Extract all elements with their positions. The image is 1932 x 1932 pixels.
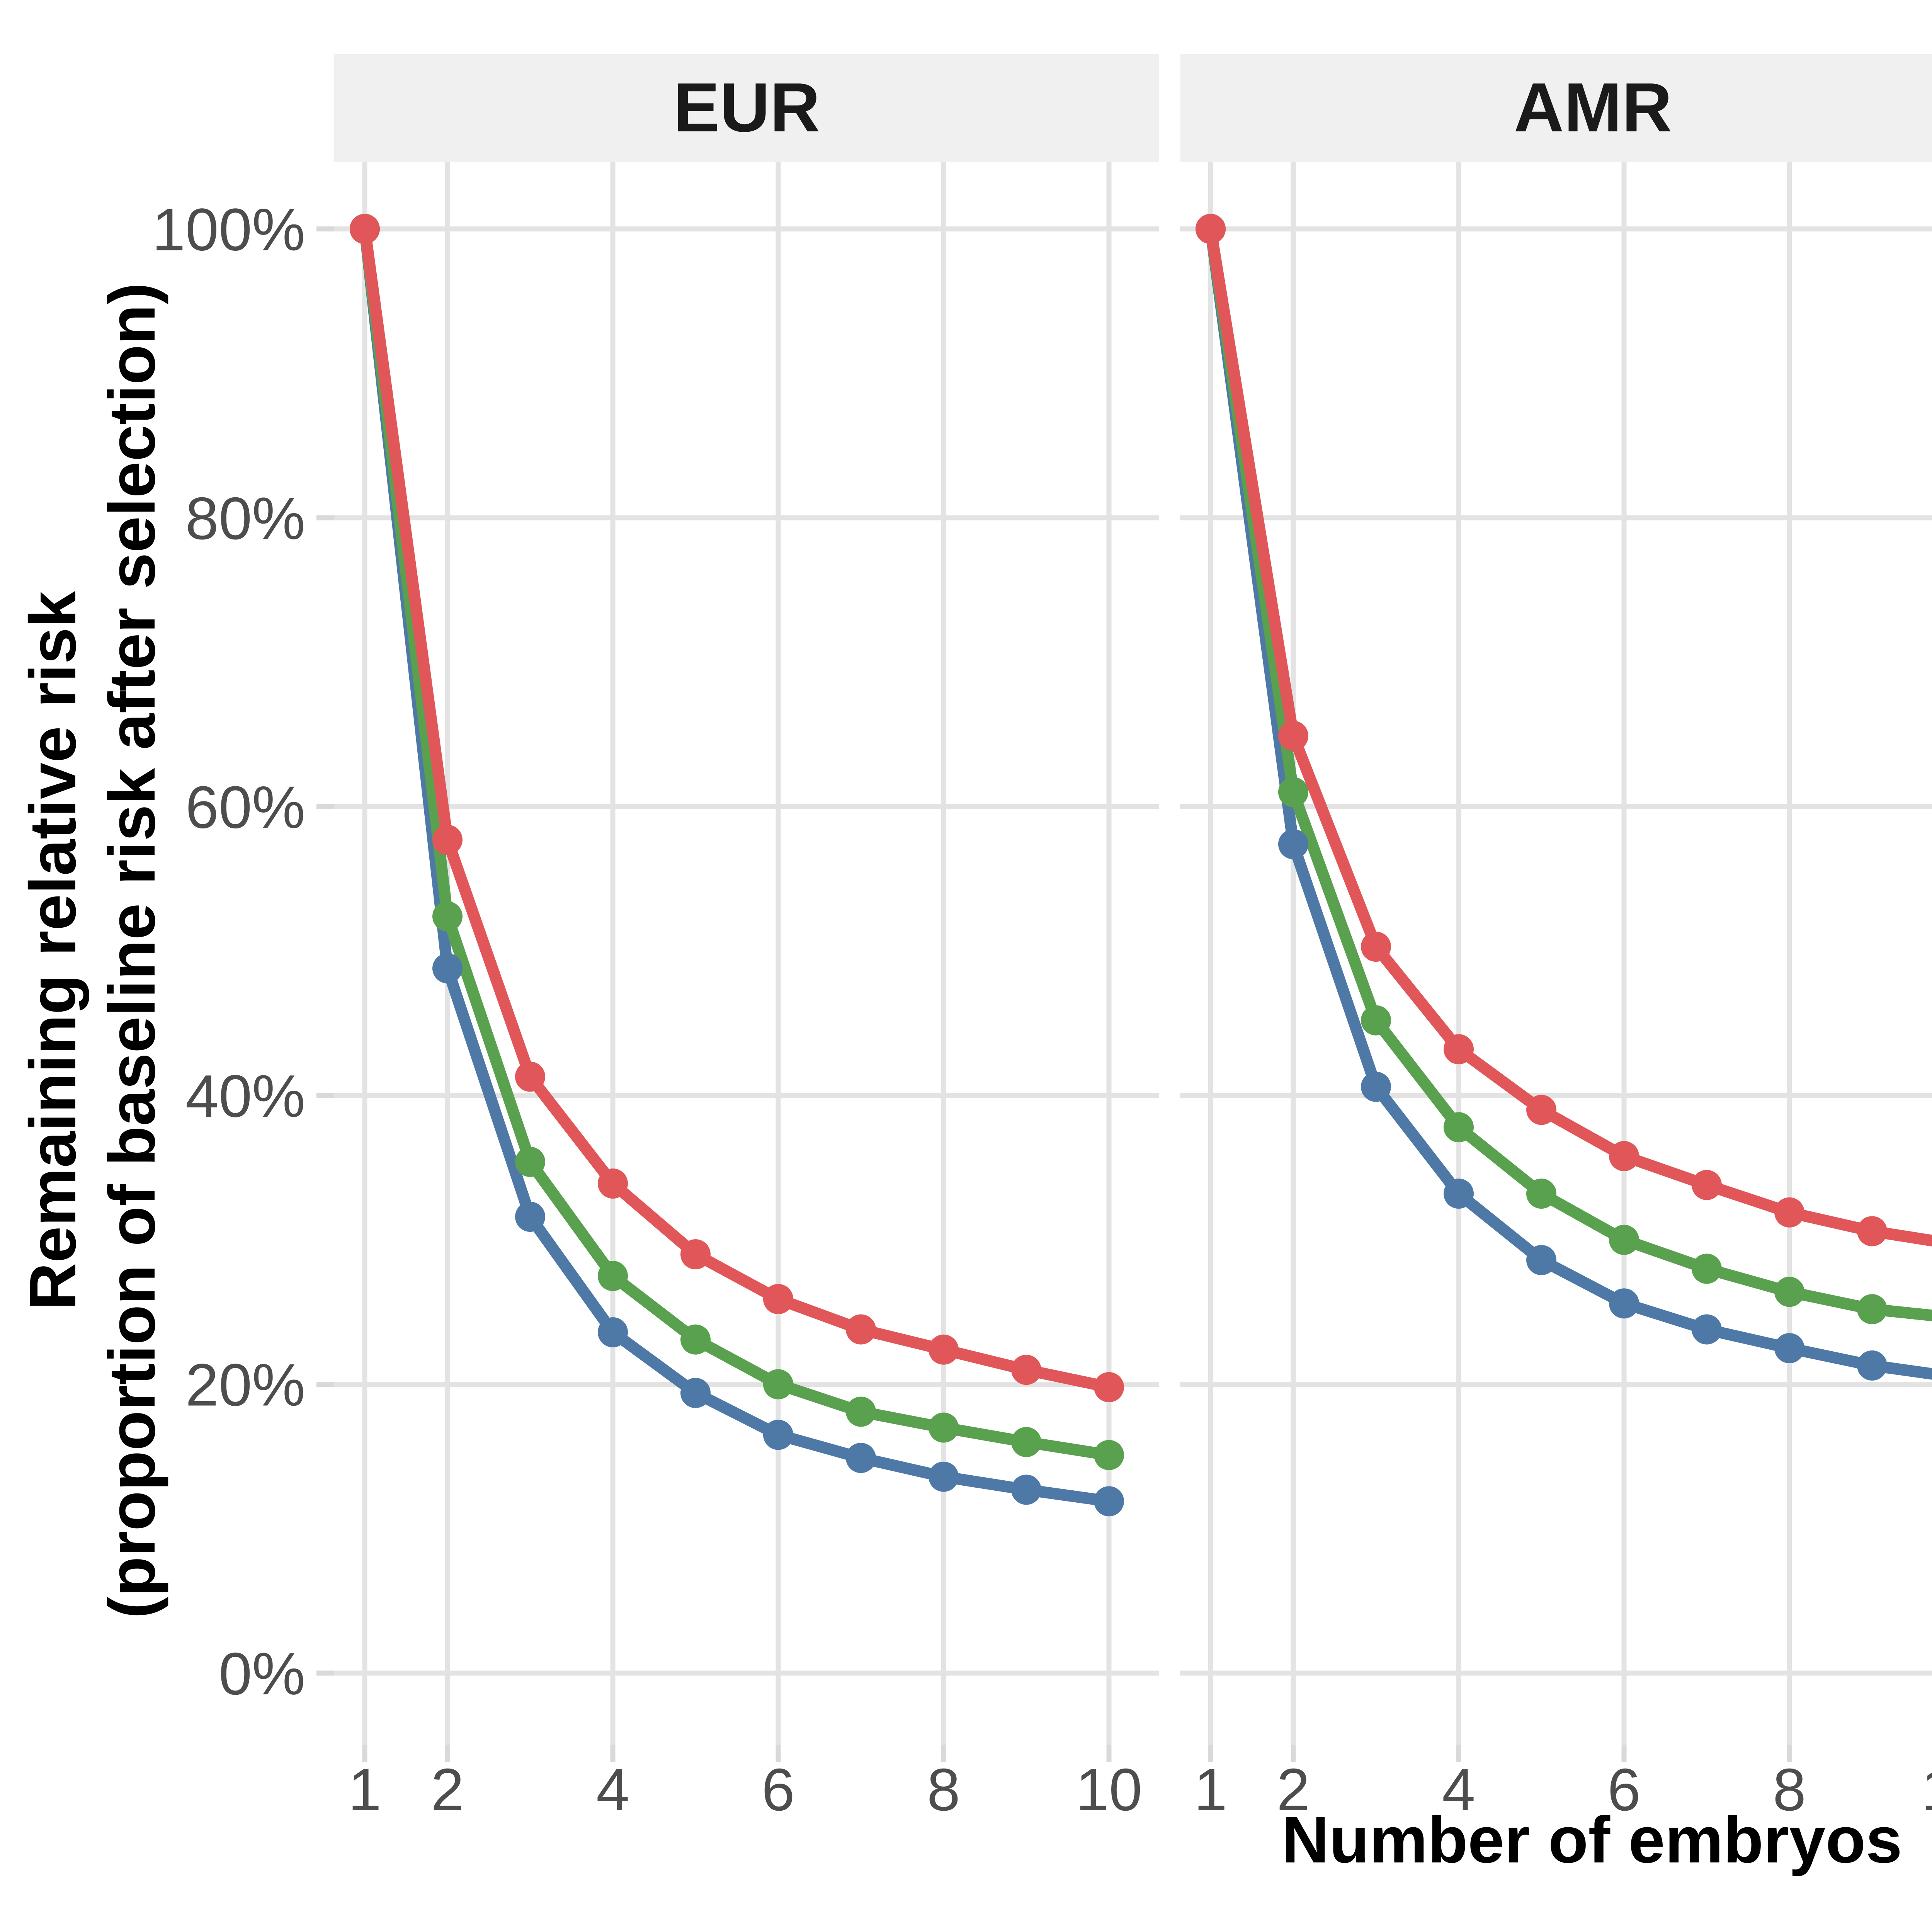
facet-strip-label: EUR bbox=[673, 68, 820, 147]
series-line bbox=[359, 223, 1115, 1461]
data-point bbox=[846, 1396, 876, 1427]
x-tick-label: 4 bbox=[1442, 1756, 1475, 1823]
data-point bbox=[598, 1317, 628, 1347]
data-point bbox=[1526, 1245, 1556, 1276]
series-line bbox=[1204, 223, 1932, 1247]
series-line bbox=[1204, 223, 1932, 1321]
data-point bbox=[1774, 1277, 1804, 1307]
y-tick-label: 20% bbox=[185, 1352, 305, 1418]
data-point bbox=[1774, 1333, 1804, 1364]
y-axis-title-line2: (proportion of baseline risk after selec… bbox=[97, 282, 170, 1619]
series-line bbox=[1204, 223, 1932, 1380]
y-axis-title: Remaining relative risk (proportion of b… bbox=[10, 0, 180, 1917]
data-point bbox=[1692, 1170, 1722, 1200]
data-point bbox=[763, 1369, 793, 1400]
data-point bbox=[598, 1168, 628, 1199]
facet-strip-label: AMR bbox=[1514, 68, 1672, 147]
x-tick-label: 8 bbox=[927, 1756, 960, 1823]
data-point bbox=[1857, 1294, 1887, 1325]
data-point bbox=[680, 1239, 711, 1270]
data-point bbox=[1444, 1179, 1474, 1209]
data-point bbox=[1278, 829, 1308, 859]
x-axis-title: Number of embryos bbox=[1282, 1804, 1902, 1878]
data-point bbox=[1609, 1141, 1639, 1171]
data-point bbox=[1278, 777, 1308, 808]
data-point bbox=[1692, 1314, 1722, 1345]
x-tick-label: 8 bbox=[1773, 1756, 1806, 1823]
data-point bbox=[1278, 721, 1308, 751]
data-point bbox=[929, 1461, 959, 1492]
data-point bbox=[1526, 1095, 1556, 1125]
y-tick-label: 80% bbox=[185, 485, 305, 552]
data-point bbox=[432, 825, 463, 855]
data-point bbox=[846, 1314, 876, 1345]
series-line bbox=[359, 223, 1115, 1507]
data-point bbox=[1094, 1486, 1124, 1517]
data-point bbox=[1361, 1005, 1391, 1036]
x-tick-label: 4 bbox=[596, 1756, 629, 1823]
facet-strip-eur: EUR bbox=[334, 54, 1159, 162]
x-tick-label: 10 bbox=[1922, 1756, 1932, 1823]
data-point bbox=[929, 1334, 959, 1365]
x-tick-label: 6 bbox=[1607, 1756, 1641, 1823]
data-point bbox=[680, 1324, 711, 1355]
data-point bbox=[1011, 1427, 1041, 1457]
x-tick-label: 1 bbox=[1194, 1756, 1227, 1823]
x-tick-label: 2 bbox=[1277, 1756, 1310, 1823]
data-point bbox=[515, 1061, 545, 1092]
data-point bbox=[680, 1378, 711, 1408]
data-point bbox=[1857, 1350, 1887, 1381]
data-point bbox=[350, 214, 380, 244]
data-point bbox=[515, 1201, 545, 1232]
data-point bbox=[1011, 1475, 1041, 1505]
x-tick-label: 2 bbox=[431, 1756, 464, 1823]
data-point bbox=[1094, 1440, 1124, 1470]
x-tick-label: 1 bbox=[348, 1756, 381, 1823]
data-point bbox=[1692, 1253, 1722, 1284]
data-point bbox=[1361, 932, 1391, 962]
data-point bbox=[432, 953, 463, 984]
data-point bbox=[1011, 1355, 1041, 1385]
data-point bbox=[1609, 1225, 1639, 1255]
data-point bbox=[1857, 1216, 1887, 1247]
data-point bbox=[515, 1146, 545, 1177]
y-tick-label: 0% bbox=[219, 1640, 305, 1707]
data-point bbox=[1774, 1197, 1804, 1228]
data-point bbox=[1094, 1372, 1124, 1402]
data-point bbox=[1444, 1112, 1474, 1143]
data-point bbox=[1526, 1179, 1556, 1209]
y-axis-title-line1: Remaining relative risk bbox=[17, 591, 91, 1310]
data-point bbox=[929, 1412, 959, 1443]
y-tick-label: 100% bbox=[152, 196, 305, 263]
facet-strip-amr: AMR bbox=[1180, 54, 1932, 162]
data-point bbox=[1361, 1071, 1391, 1102]
data-point bbox=[598, 1261, 628, 1291]
data-point bbox=[432, 901, 463, 932]
data-point bbox=[1196, 214, 1226, 244]
data-point bbox=[846, 1443, 876, 1473]
data-point bbox=[1609, 1288, 1639, 1319]
x-tick-label: 6 bbox=[762, 1756, 795, 1823]
y-tick-label: 60% bbox=[185, 774, 305, 841]
x-tick-label: 10 bbox=[1076, 1756, 1142, 1823]
series-line bbox=[359, 223, 1115, 1393]
data-point bbox=[763, 1420, 793, 1450]
data-point bbox=[763, 1284, 793, 1314]
y-tick-label: 40% bbox=[185, 1063, 305, 1129]
data-point bbox=[1444, 1034, 1474, 1065]
